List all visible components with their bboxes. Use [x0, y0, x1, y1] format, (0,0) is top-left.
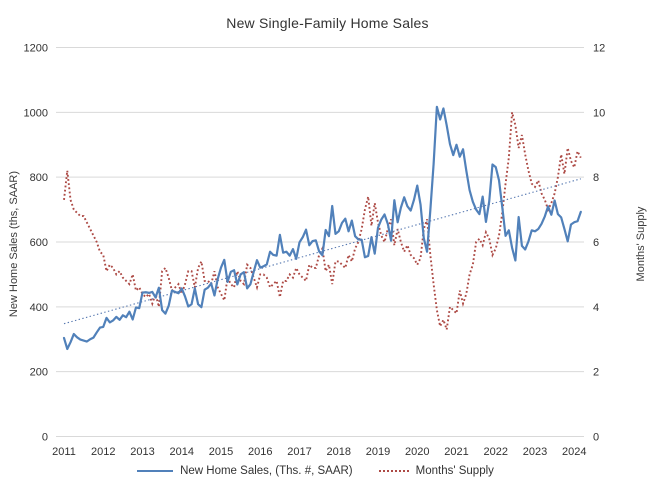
legend-entry-sales: New Home Sales, (Ths. #, SAAR): [137, 465, 353, 477]
chart-title: New Single-Family Home Sales: [226, 15, 429, 31]
x-axis-tick-label: 2014: [170, 446, 194, 458]
right-axis-tick-label: 8: [593, 172, 599, 184]
x-axis-tick-label: 2015: [209, 446, 233, 458]
left-axis-tick-label: 1000: [24, 107, 48, 119]
x-axis-tick-label: 2013: [130, 446, 154, 458]
x-axis-tick-label: 2020: [405, 446, 429, 458]
sales-line: [62, 105, 582, 351]
right-axis-tick-label: 12: [593, 43, 605, 55]
x-axis-tick-label: 2022: [484, 446, 508, 458]
right-axis-tick-label: 6: [593, 237, 599, 249]
x-axis-tick-label: 2019: [366, 446, 390, 458]
x-axis-tick-label: 2011: [52, 446, 76, 458]
x-axis-tick-label: 2021: [444, 446, 468, 458]
legend-dotted-sample-supply: [378, 470, 409, 472]
legend-entry-supply: Months' Supply: [378, 465, 494, 477]
left-axis-tick-label: 0: [42, 432, 48, 444]
x-axis-tick-label: 2016: [248, 446, 272, 458]
right-axis-title: Months' Supply: [635, 206, 647, 282]
left-axis-tick-label: 1200: [24, 43, 48, 55]
x-axis-tick-label: 2012: [91, 446, 115, 458]
x-axis-tick-label: 2018: [327, 446, 351, 458]
left-axis-tick-label: 800: [30, 172, 48, 184]
left-axis-tick-label: 400: [30, 302, 48, 314]
right-axis-tick-label: 4: [593, 302, 599, 314]
left-axis-tick-label: 200: [30, 367, 48, 379]
right-axis-tick-label: 2: [593, 367, 599, 379]
x-axis-tick-label: 2017: [287, 446, 311, 458]
legend-label-sales: New Home Sales, (Ths. #, SAAR): [180, 465, 353, 477]
right-axis-tick-label: 0: [593, 432, 599, 444]
legend-line-sample-sales: [137, 470, 174, 472]
legend: New Home Sales, (Ths. #, SAAR) Months' S…: [0, 465, 643, 477]
x-axis-tick-label: 2023: [523, 446, 547, 458]
right-axis-tick-label: 10: [593, 107, 605, 119]
x-axis-tick-label: 2024: [562, 446, 586, 458]
legend-label-supply: Months' Supply: [415, 465, 494, 477]
left-axis-title: New Home Sales (ths, SAAR): [8, 170, 20, 318]
left-axis-tick-label: 600: [30, 237, 48, 249]
